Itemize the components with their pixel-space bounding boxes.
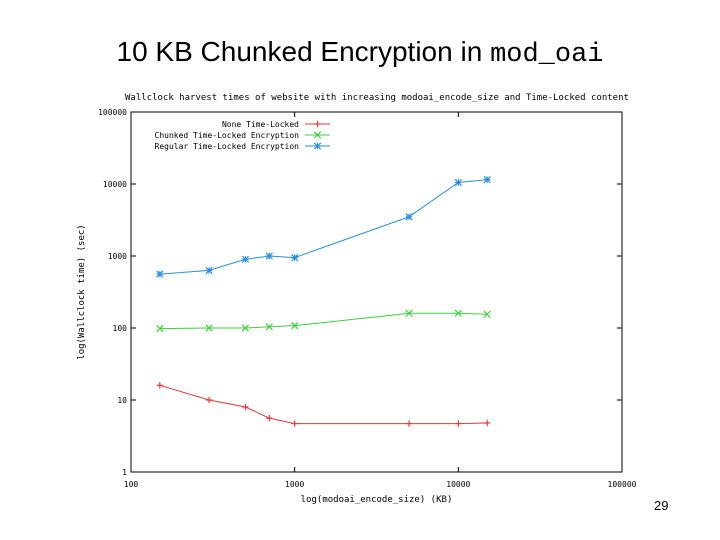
data-point bbox=[405, 213, 413, 221]
data-point bbox=[266, 414, 273, 422]
data-point bbox=[405, 420, 413, 427]
data-point bbox=[291, 420, 298, 427]
data-point bbox=[483, 419, 491, 427]
legend-marker bbox=[314, 120, 321, 128]
y-axis-label: log(Wallclock time) (sec) bbox=[77, 224, 87, 359]
y-tick-label: 1000 bbox=[108, 252, 127, 261]
data-point bbox=[205, 324, 213, 332]
slide-title-text: 10 KB Chunked Encryption in bbox=[116, 36, 491, 67]
legend-marker bbox=[313, 142, 322, 150]
y-tick-label: 100 bbox=[113, 324, 128, 333]
data-point bbox=[205, 396, 213, 404]
legend-label: Chunked Time-Locked Encryption bbox=[155, 131, 300, 140]
x-tick-label: 1000 bbox=[285, 480, 304, 489]
page-number: 29 bbox=[654, 498, 669, 513]
legend-marker bbox=[313, 131, 322, 139]
plot-frame bbox=[130, 111, 623, 473]
data-point bbox=[455, 420, 462, 427]
series-line-3 bbox=[159, 179, 488, 275]
x-tick-label: 10000 bbox=[446, 480, 470, 489]
data-point bbox=[241, 255, 250, 263]
axis-ticks: 100 1000 10000 100000 1 10 100 1000 10000 100000 bbox=[98, 108, 637, 489]
data-point bbox=[242, 403, 249, 411]
data-point bbox=[291, 321, 299, 330]
data-point bbox=[156, 325, 164, 333]
chart-title: Wallclock harvest times of website with … bbox=[125, 93, 629, 103]
data-point bbox=[454, 178, 462, 187]
series-line-1 bbox=[159, 384, 488, 425]
data-point bbox=[156, 270, 164, 278]
x-tick-label: 100 bbox=[124, 480, 139, 489]
data-point bbox=[205, 266, 213, 275]
legend-label: None Time-Locked bbox=[222, 120, 299, 129]
data-point bbox=[265, 252, 273, 260]
x-axis-label: log(modoai_encode_size) (KB) bbox=[301, 495, 453, 505]
data-point bbox=[265, 323, 273, 331]
slide-title-code: mod_oai bbox=[490, 40, 604, 70]
data-point bbox=[483, 310, 491, 318]
series-line-2 bbox=[159, 312, 488, 330]
legend: None Time-Locked Chunked Time-Locked Encr… bbox=[155, 120, 330, 151]
y-tick-label: 100000 bbox=[98, 108, 127, 117]
y-tick-label: 10000 bbox=[103, 180, 127, 189]
y-tick-label: 10 bbox=[117, 396, 127, 405]
data-point bbox=[156, 382, 164, 389]
x-tick-label: 100000 bbox=[608, 480, 637, 489]
line-chart: Wallclock harvest times of website with … bbox=[74, 86, 646, 514]
data-point bbox=[454, 309, 462, 317]
data-point bbox=[405, 309, 413, 317]
legend-label: Regular Time-Locked Encryption bbox=[155, 142, 300, 151]
data-point bbox=[291, 253, 299, 262]
data-point bbox=[241, 324, 250, 332]
slide-title: 10 KB Chunked Encryption in mod_oai bbox=[0, 36, 720, 70]
data-point bbox=[483, 176, 491, 184]
series-layer bbox=[156, 176, 491, 427]
y-tick-label: 1 bbox=[122, 468, 127, 477]
chart-figure: Wallclock harvest times of website with … bbox=[74, 86, 646, 514]
